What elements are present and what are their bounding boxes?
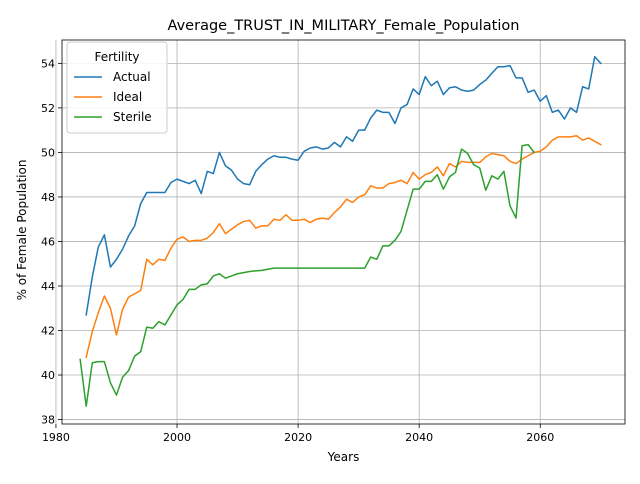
legend: Fertility Actual Ideal Sterile: [66, 41, 168, 134]
y-tick-label: 52: [41, 102, 55, 115]
x-tick-label: 2000: [163, 431, 191, 444]
y-tick-label: 44: [41, 280, 55, 293]
legend-label-sterile: Sterile: [113, 110, 152, 124]
y-tick-label: 40: [41, 369, 55, 382]
axis-ticks: 1980 2000 2020 2040 2060 38 40 42 44 46 48 50 52 54: [41, 57, 554, 444]
y-tick-label: 46: [41, 235, 55, 248]
series-line-sterile: [79, 143, 536, 407]
y-tick-label: 42: [41, 325, 55, 338]
y-tick-label: 48: [41, 191, 55, 204]
series-line-ideal: [85, 134, 602, 359]
x-tick-label: 1980: [42, 431, 70, 444]
legend-label-actual: Actual: [113, 70, 151, 84]
plot-frame: [61, 39, 626, 425]
y-tick-label: 54: [41, 57, 55, 70]
x-tick-label: 2040: [405, 431, 433, 444]
y-tick-label: 38: [41, 414, 55, 427]
y-tick-label: 50: [41, 146, 55, 159]
x-tick-label: 2020: [284, 431, 312, 444]
legend-label-ideal: Ideal: [113, 90, 142, 104]
series-line-actual: [85, 55, 602, 316]
chart-title: Average_TRUST_IN_MILITARY_Female_Populat…: [168, 18, 520, 34]
legend-box: [66, 41, 168, 134]
x-tick-label: 2060: [526, 431, 554, 444]
series-lines: [79, 55, 602, 407]
grid: [55, 40, 625, 424]
legend-title: Fertility: [94, 50, 139, 64]
y-axis-label: % of Female Population: [15, 160, 29, 301]
x-axis-label: Years: [327, 450, 360, 464]
